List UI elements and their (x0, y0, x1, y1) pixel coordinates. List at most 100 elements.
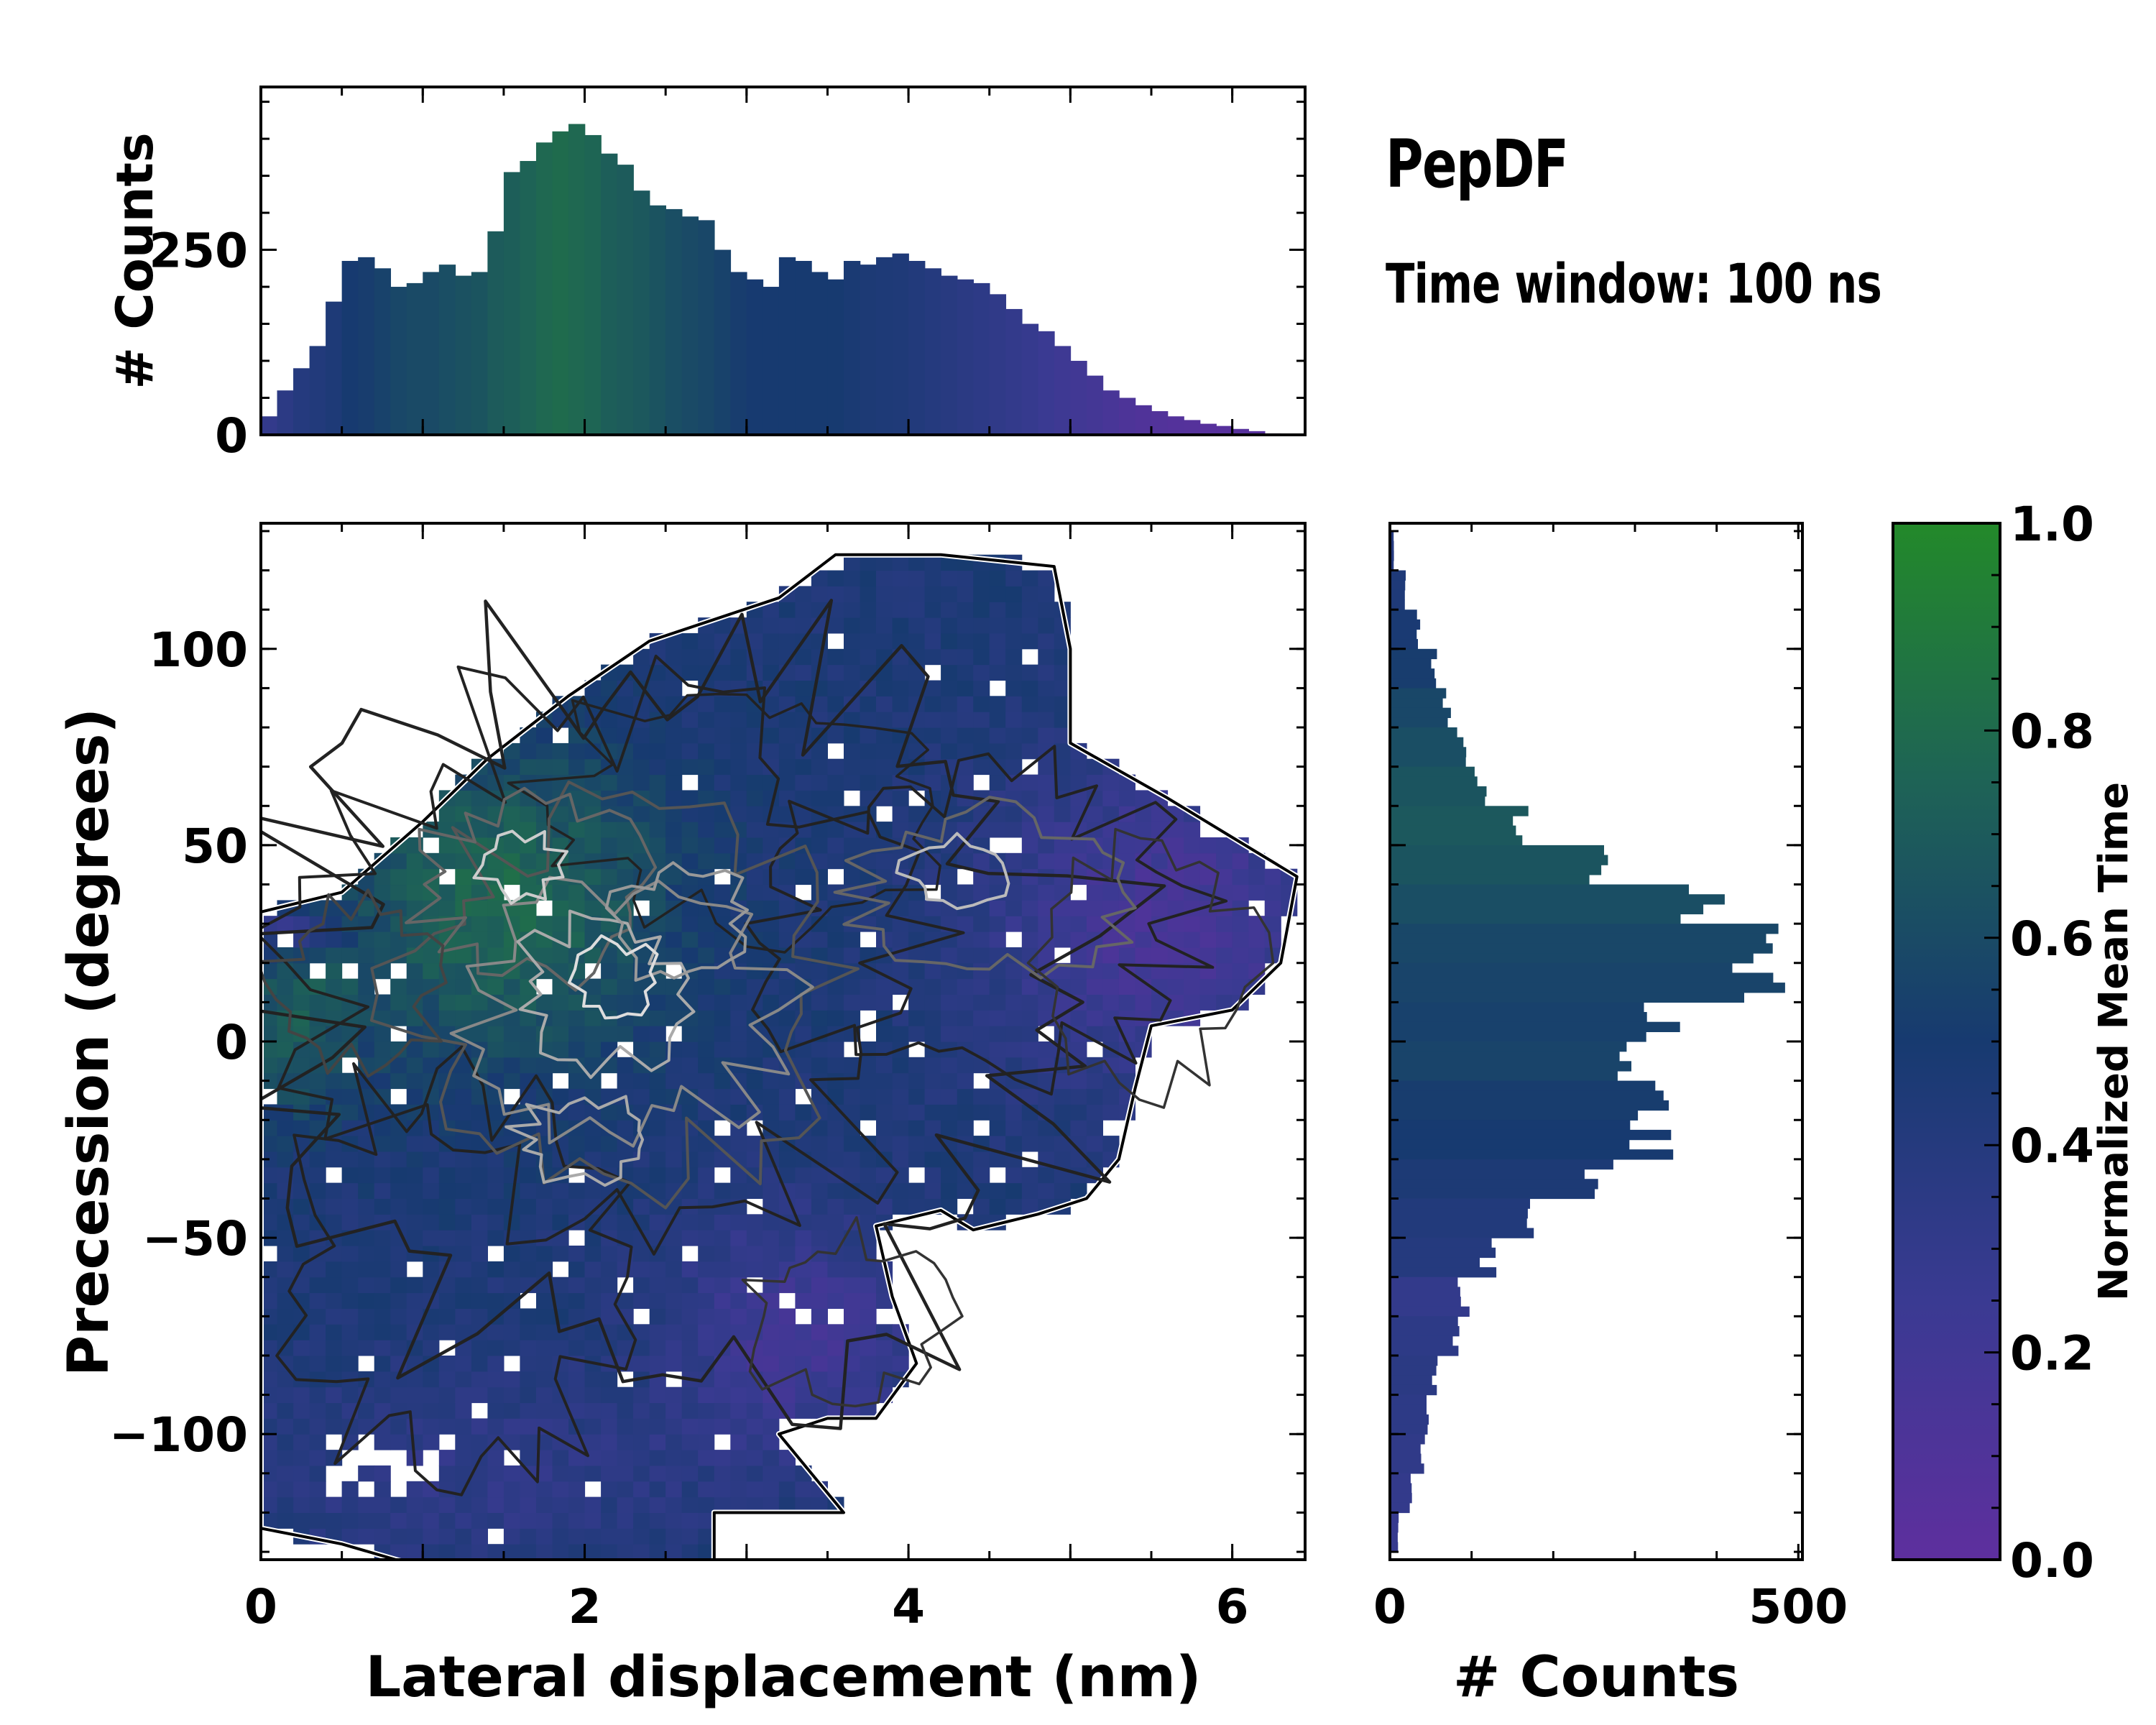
heatmap-cell (811, 884, 828, 901)
heatmap-cell (860, 1308, 877, 1325)
heatmap-cell (1038, 664, 1055, 681)
heatmap-cell (341, 1198, 359, 1215)
heatmap-cell (730, 1041, 747, 1058)
heatmap-cell (989, 1010, 1006, 1026)
heatmap-cell (293, 1481, 310, 1498)
heatmap-cell (665, 916, 683, 932)
heatmap-cell (941, 962, 958, 980)
heatmap-cell (665, 947, 683, 964)
heatmap-cell (503, 742, 520, 760)
right-hist-bar (1390, 1238, 1492, 1248)
heatmap-cell (649, 1340, 666, 1356)
heatmap-cell (1232, 962, 1249, 980)
heatmap-cell (552, 1010, 569, 1026)
heatmap-cell (1216, 916, 1233, 932)
heatmap-cell (989, 1088, 1006, 1105)
heatmap-cell (390, 1276, 407, 1294)
heatmap-cell (374, 1182, 391, 1199)
heatmap-cell (584, 947, 602, 964)
heatmap-cell (520, 1151, 537, 1168)
heatmap-cell (763, 1167, 780, 1184)
heatmap-cell (617, 852, 634, 870)
heatmap-cell (908, 1136, 926, 1152)
heatmap-cell (568, 727, 586, 744)
heatmap-cell (714, 774, 731, 791)
heatmap-cell (795, 962, 812, 980)
heatmap-cell (827, 900, 844, 916)
right-hist-bar (1390, 707, 1451, 718)
heatmap-cell (811, 1371, 828, 1388)
heatmap-cell (795, 1356, 812, 1372)
heatmap-cell (957, 994, 974, 1011)
heatmap-cell (309, 1402, 326, 1419)
heatmap-cell (763, 1120, 780, 1136)
heatmap-cell (876, 632, 893, 650)
heatmap-cell (665, 1182, 683, 1199)
heatmap-cell (584, 1418, 602, 1435)
heatmap-cell (730, 1386, 747, 1404)
heatmap-cell (1005, 1182, 1023, 1199)
heatmap-cell (746, 822, 763, 838)
heatmap-cell (860, 712, 877, 728)
heatmap-cell (973, 1104, 990, 1121)
heatmap-cell (423, 1356, 440, 1372)
heatmap-cell (1167, 978, 1184, 995)
heatmap-cell (681, 727, 699, 744)
heatmap-cell (406, 1434, 423, 1450)
heatmap-cell (520, 758, 537, 776)
heatmap-cell (746, 1151, 763, 1168)
heatmap-cell (1005, 1198, 1023, 1215)
right-hist-bar (1390, 599, 1405, 610)
heatmap-cell (989, 868, 1006, 886)
heatmap-cell (714, 1481, 731, 1498)
heatmap-cell (568, 1371, 586, 1388)
main-xtick-label: 6 (1216, 1579, 1249, 1634)
right-hist-bar (1390, 1394, 1427, 1405)
heatmap-cell (1135, 994, 1152, 1011)
heatmap-cell (778, 742, 796, 760)
heatmap-cell (778, 680, 796, 696)
heatmap-cell (584, 837, 602, 854)
heatmap-cell (681, 884, 699, 901)
heatmap-cell (811, 570, 828, 586)
heatmap-cell (778, 1261, 796, 1278)
heatmap-cell (665, 1434, 683, 1450)
heatmap-cell (406, 962, 423, 980)
heatmap-cell (892, 632, 909, 650)
heatmap-cell (536, 916, 553, 932)
heatmap-cell (390, 1198, 407, 1215)
heatmap-cell (924, 727, 941, 744)
heatmap-cell (1199, 837, 1217, 854)
heatmap-cell (358, 978, 375, 995)
heatmap-cell (1054, 727, 1071, 744)
heatmap-cell (584, 822, 602, 838)
heatmap-cell (536, 742, 553, 760)
heatmap-cell (1232, 947, 1249, 964)
heatmap-cell (1070, 900, 1087, 916)
heatmap-cell (795, 617, 812, 634)
heatmap-cell (892, 1057, 909, 1074)
heatmap-cell (649, 822, 666, 838)
heatmap-cell (1005, 632, 1023, 650)
heatmap-cell (698, 1151, 715, 1168)
heatmap-cell (876, 1167, 893, 1184)
heatmap-cell (989, 1041, 1006, 1058)
heatmap-cell (811, 837, 828, 854)
heatmap-cell (1070, 916, 1087, 932)
heatmap-cell (503, 758, 520, 776)
heatmap-cell (341, 978, 359, 995)
heatmap-cell (957, 947, 974, 964)
heatmap-cell (1021, 822, 1038, 838)
heatmap-cell (795, 758, 812, 776)
heatmap-cell (665, 868, 683, 886)
heatmap-cell (811, 1010, 828, 1026)
heatmap-cell (763, 1088, 780, 1105)
heatmap-cell (293, 1324, 310, 1340)
heatmap-cell (536, 1386, 553, 1404)
heatmap-cell (1135, 822, 1152, 838)
right-hist-bar (1390, 953, 1754, 964)
heatmap-cell (957, 1088, 974, 1105)
heatmap-cell (1021, 1136, 1038, 1152)
heatmap-cell (698, 648, 715, 666)
heatmap-cell (681, 822, 699, 838)
